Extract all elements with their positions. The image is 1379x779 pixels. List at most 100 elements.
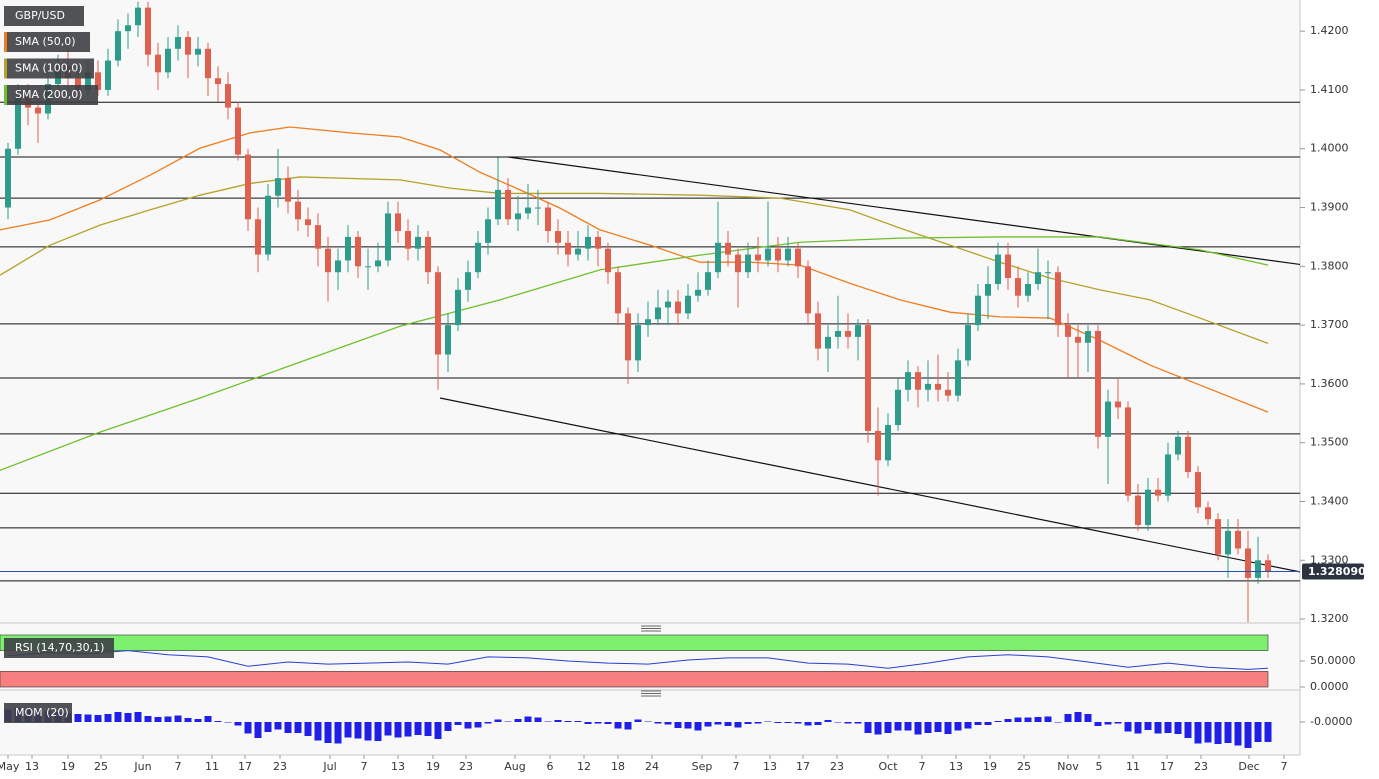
candle-body	[1135, 495, 1141, 525]
mom-bar	[764, 721, 772, 722]
candle-body	[885, 425, 891, 461]
mom-bar	[754, 722, 762, 724]
mom-bar	[174, 715, 182, 722]
mom-bar	[314, 722, 322, 741]
x-tick-label: 11	[1126, 760, 1140, 773]
candle-body	[755, 254, 761, 261]
mom-bar	[734, 722, 742, 728]
mom-bar	[744, 722, 752, 724]
x-tick-label: Jul	[322, 760, 336, 773]
x-tick-label: Nov	[1057, 760, 1079, 773]
x-tick-label: 19	[983, 760, 997, 773]
mom-bar	[1034, 717, 1042, 722]
candle-body	[335, 260, 341, 273]
candle-body	[215, 78, 221, 85]
candle-body	[965, 325, 971, 361]
mom-bar	[204, 716, 212, 722]
mom-bar	[934, 722, 942, 732]
x-tick-label: Aug	[504, 760, 525, 773]
candle-body	[5, 148, 11, 208]
mom-bar	[124, 713, 132, 722]
mom-bar	[804, 722, 812, 726]
mom-bar	[84, 714, 92, 722]
candle-body	[15, 95, 21, 149]
candle-body	[235, 107, 241, 155]
candle-body	[1045, 272, 1051, 274]
mom-bar	[584, 722, 592, 724]
x-tick-label: 17	[238, 760, 252, 773]
candle-body	[1055, 272, 1061, 326]
candle-body	[1235, 530, 1241, 549]
mom-bar	[1014, 717, 1022, 722]
candle-body	[155, 54, 161, 73]
candle-body	[625, 313, 631, 361]
x-tick-label: 23	[273, 760, 287, 773]
y-tick-label: 0.0000	[1310, 680, 1349, 693]
legend-label: SMA (200,0)	[15, 88, 83, 101]
mom-bar	[164, 716, 172, 722]
candle-body	[445, 325, 451, 355]
candle-body	[315, 225, 321, 249]
x-tick-label: 7	[175, 760, 182, 773]
candle-body	[535, 207, 541, 209]
candle-body	[655, 307, 661, 320]
candle-body	[295, 201, 301, 220]
candle-body	[805, 266, 811, 314]
y-tick-label: 1.3800	[1310, 259, 1349, 272]
mom-bar	[1134, 722, 1142, 734]
legend-swatch	[4, 85, 7, 105]
mom-bar	[604, 722, 612, 724]
mom-bar	[274, 722, 282, 730]
mom-bar	[444, 722, 452, 731]
candle-body	[395, 213, 401, 232]
x-tick-label: Oct	[878, 760, 898, 773]
sma-line	[0, 126, 1269, 413]
y-tick-label: 1.3200	[1310, 612, 1349, 625]
trendline	[439, 397, 1300, 573]
mom-bar	[1234, 722, 1242, 746]
x-tick-label: Sep	[692, 760, 713, 773]
candle-body	[135, 7, 141, 26]
resize-handle[interactable]	[641, 625, 661, 697]
price-axis-background	[1300, 0, 1379, 779]
candle-body	[1245, 548, 1251, 578]
candle-body	[745, 254, 751, 273]
candle-body	[115, 31, 121, 61]
sma-line	[0, 236, 1269, 471]
y-tick-label: 1.3600	[1310, 377, 1349, 390]
mom-bar	[974, 722, 982, 725]
mom-bar	[434, 722, 442, 739]
x-tick-label: 6	[547, 760, 554, 773]
candle-body	[585, 236, 591, 249]
candle-body	[1125, 407, 1131, 496]
candle-body	[305, 219, 311, 226]
mom-bar	[714, 722, 722, 725]
candle-body	[1185, 436, 1191, 473]
x-tick-label: 12	[577, 760, 591, 773]
candle-body	[265, 195, 271, 255]
mom-bar	[794, 722, 802, 724]
mom-bar	[464, 722, 472, 729]
candle-body	[605, 248, 611, 273]
candle-body	[705, 272, 711, 290]
mom-bar	[474, 722, 482, 728]
candle-body	[845, 330, 851, 337]
x-tick-label: 18	[611, 760, 625, 773]
x-tick-label: 7	[361, 760, 368, 773]
candle-body	[955, 360, 961, 396]
candle-body	[465, 272, 471, 290]
legend-label: SMA (100,0)	[15, 62, 83, 75]
x-tick-label: 13	[25, 760, 39, 773]
mom-bar	[394, 722, 402, 738]
mom-bar	[894, 722, 902, 731]
candle-body	[575, 248, 581, 255]
candle-body	[785, 248, 791, 261]
legend-box	[4, 85, 98, 105]
mom-bar	[824, 720, 832, 722]
candle-body	[1025, 283, 1031, 296]
candle-body	[1215, 519, 1221, 555]
candle-body	[185, 37, 191, 55]
candle-body	[1085, 330, 1091, 343]
legend-box	[4, 638, 114, 658]
